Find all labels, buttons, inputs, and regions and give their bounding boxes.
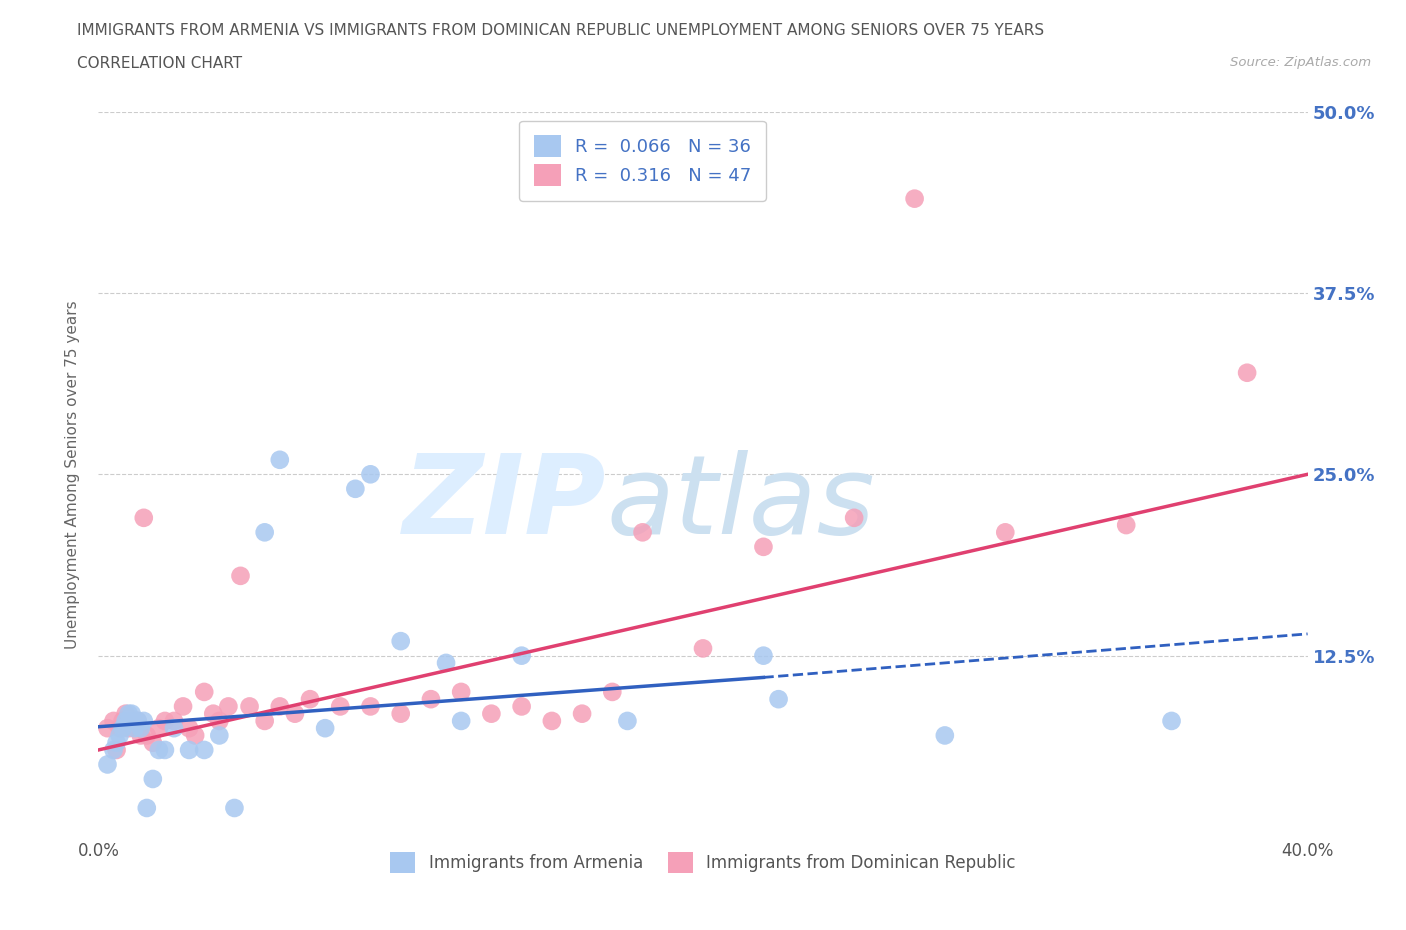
Point — [135, 728, 157, 743]
Point — [994, 525, 1017, 539]
Point — [124, 713, 146, 728]
Point — [193, 684, 215, 699]
Point — [253, 525, 276, 539]
Point — [118, 713, 141, 728]
Point — [208, 713, 231, 728]
Point — [129, 728, 152, 743]
Point — [179, 721, 201, 736]
Point — [571, 706, 593, 721]
Point — [224, 801, 246, 816]
Point — [329, 699, 352, 714]
Point — [153, 713, 176, 728]
Point — [844, 511, 866, 525]
Point — [96, 757, 118, 772]
Point — [148, 742, 170, 757]
Point — [904, 192, 927, 206]
Text: CORRELATION CHART: CORRELATION CHART — [77, 56, 242, 71]
Text: atlas: atlas — [606, 450, 875, 557]
Point — [1236, 365, 1258, 380]
Point — [434, 656, 457, 671]
Point — [314, 721, 336, 736]
Point — [1115, 518, 1137, 533]
Point — [148, 721, 170, 736]
Point — [114, 706, 136, 721]
Legend: Immigrants from Armenia, Immigrants from Dominican Republic: Immigrants from Armenia, Immigrants from… — [384, 845, 1022, 880]
Point — [142, 736, 165, 751]
Point — [108, 721, 131, 736]
Point — [752, 648, 775, 663]
Point — [360, 467, 382, 482]
Point — [934, 728, 956, 743]
Point — [269, 452, 291, 467]
Point — [103, 713, 125, 728]
Point — [114, 713, 136, 728]
Point — [111, 713, 134, 728]
Y-axis label: Unemployment Among Seniors over 75 years: Unemployment Among Seniors over 75 years — [65, 300, 80, 648]
Point — [163, 721, 186, 736]
Point — [253, 713, 276, 728]
Point — [360, 699, 382, 714]
Point — [284, 706, 307, 721]
Point — [132, 713, 155, 728]
Point — [208, 728, 231, 743]
Text: IMMIGRANTS FROM ARMENIA VS IMMIGRANTS FROM DOMINICAN REPUBLIC UNEMPLOYMENT AMONG: IMMIGRANTS FROM ARMENIA VS IMMIGRANTS FR… — [77, 23, 1045, 38]
Point — [132, 511, 155, 525]
Point — [108, 728, 131, 743]
Point — [96, 721, 118, 736]
Point — [142, 772, 165, 787]
Point — [105, 742, 128, 757]
Point — [420, 692, 443, 707]
Point — [510, 699, 533, 714]
Point — [172, 699, 194, 714]
Point — [103, 742, 125, 757]
Point — [127, 713, 149, 728]
Point — [631, 525, 654, 539]
Point — [135, 801, 157, 816]
Point — [229, 568, 252, 583]
Point — [768, 692, 790, 707]
Point — [299, 692, 322, 707]
Point — [602, 684, 624, 699]
Point — [163, 713, 186, 728]
Point — [127, 713, 149, 728]
Point — [153, 742, 176, 757]
Point — [752, 539, 775, 554]
Point — [111, 721, 134, 736]
Point — [129, 721, 152, 736]
Point — [389, 706, 412, 721]
Point — [450, 684, 472, 699]
Point — [124, 721, 146, 736]
Point — [239, 699, 262, 714]
Point — [118, 706, 141, 721]
Point — [1160, 713, 1182, 728]
Point — [184, 728, 207, 743]
Point — [118, 721, 141, 736]
Point — [510, 648, 533, 663]
Point — [202, 706, 225, 721]
Point — [193, 742, 215, 757]
Point — [389, 633, 412, 648]
Point — [450, 713, 472, 728]
Point — [179, 742, 201, 757]
Point — [217, 699, 239, 714]
Point — [616, 713, 638, 728]
Point — [481, 706, 503, 721]
Point — [121, 706, 143, 721]
Point — [692, 641, 714, 656]
Point — [344, 482, 367, 497]
Point — [540, 713, 562, 728]
Text: ZIP: ZIP — [402, 450, 606, 557]
Point — [105, 736, 128, 751]
Text: Source: ZipAtlas.com: Source: ZipAtlas.com — [1230, 56, 1371, 69]
Point — [269, 699, 291, 714]
